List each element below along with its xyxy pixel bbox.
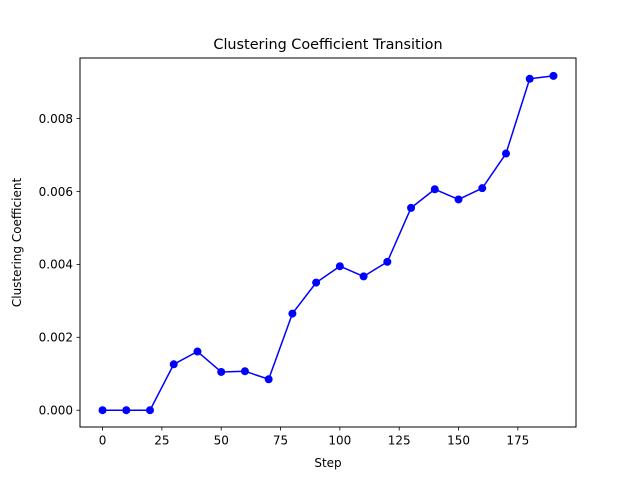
x-axis-title: Step (314, 456, 341, 470)
data-point (525, 74, 534, 83)
data-point (240, 367, 249, 376)
x-tick-label: 125 (388, 434, 411, 448)
data-point (407, 203, 416, 212)
series-line (102, 75, 554, 411)
data-point (501, 149, 510, 158)
x-axis-ticks: 0 25 50 75 100 125 150 175 (99, 427, 529, 448)
y-tick-label: 0.008 (39, 112, 73, 126)
x-tick-label: 175 (506, 434, 529, 448)
data-point (478, 184, 487, 193)
x-tick-label: 100 (328, 434, 351, 448)
data-point (98, 406, 107, 415)
y-tick-label: 0.002 (39, 331, 73, 345)
x-tick-label: 25 (154, 434, 169, 448)
y-tick-label: 0.000 (39, 404, 73, 418)
data-point (430, 185, 439, 194)
y-tick-label: 0.004 (39, 258, 73, 272)
y-axis-ticks: 0.000 0.002 0.004 0.006 0.008 (39, 112, 80, 418)
data-point (383, 257, 392, 266)
data-point (193, 347, 202, 356)
data-point (454, 195, 463, 204)
data-point (217, 367, 226, 376)
x-tick-label: 75 (273, 434, 288, 448)
x-tick-label: 0 (99, 434, 107, 448)
data-point (264, 375, 273, 384)
y-tick-label: 0.006 (39, 185, 73, 199)
data-point (312, 278, 321, 287)
data-point (122, 406, 131, 415)
x-tick-label: 150 (447, 434, 470, 448)
data-point (359, 272, 368, 281)
series-layer (98, 71, 558, 415)
data-point (146, 406, 155, 415)
data-point (335, 262, 344, 271)
data-point (288, 309, 297, 318)
x-tick-label: 50 (214, 434, 229, 448)
plot-area-frame (79, 57, 577, 428)
y-axis-title: Clustering Coefficient (10, 178, 24, 308)
data-point (549, 71, 558, 80)
data-point (169, 360, 178, 369)
chart-title: Clustering Coefficient Transition (213, 37, 442, 53)
